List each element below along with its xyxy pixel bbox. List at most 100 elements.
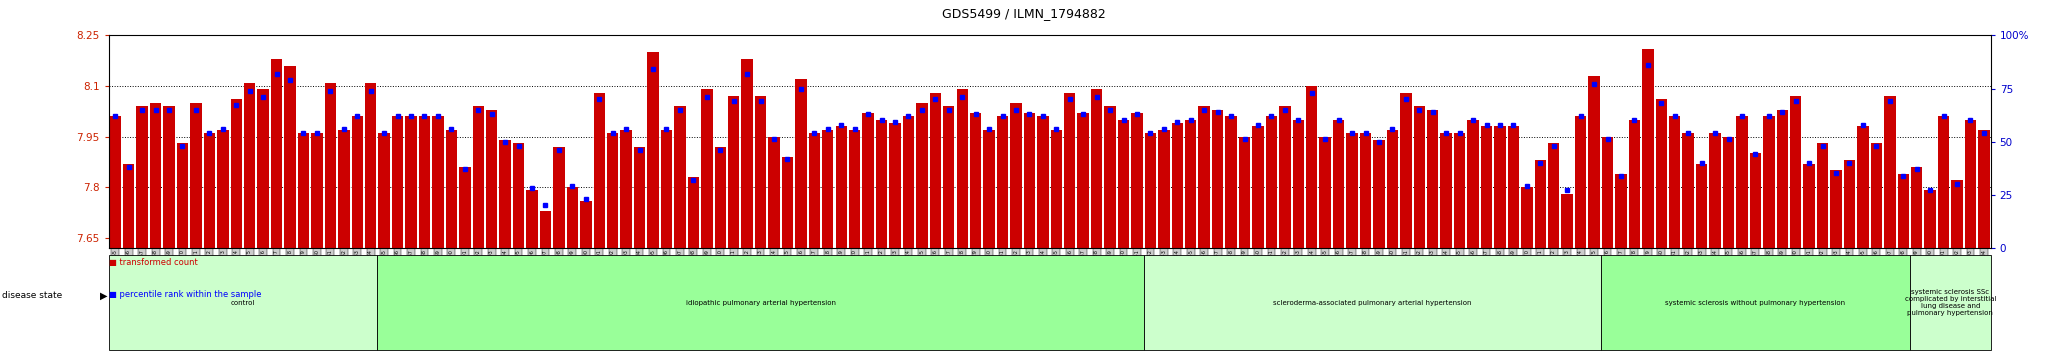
Bar <box>1346 133 1358 248</box>
Bar <box>1898 173 1909 248</box>
Text: control: control <box>231 300 256 306</box>
Bar <box>971 113 981 248</box>
Text: idiopathic pulmonary arterial hypertension: idiopathic pulmonary arterial hypertensi… <box>686 300 836 306</box>
Bar <box>821 130 834 248</box>
Bar <box>164 106 174 248</box>
Bar <box>1710 133 1720 248</box>
Bar <box>1952 181 1962 248</box>
Bar <box>1092 89 1102 248</box>
Bar <box>258 89 268 248</box>
Bar <box>1683 133 1694 248</box>
Bar <box>1858 126 1868 248</box>
Text: scleroderma-associated pulmonary arterial hypertension: scleroderma-associated pulmonary arteria… <box>1274 300 1473 306</box>
Bar <box>647 52 659 248</box>
Bar <box>391 116 403 248</box>
Bar <box>176 143 188 248</box>
Bar <box>1522 187 1532 248</box>
Bar <box>1266 116 1278 248</box>
Bar <box>1964 120 1976 248</box>
Bar <box>606 133 618 248</box>
Bar <box>715 147 725 248</box>
Bar <box>418 116 430 248</box>
Bar <box>889 123 901 248</box>
Bar <box>1831 170 1841 248</box>
Bar <box>567 187 578 248</box>
Bar <box>1145 133 1157 248</box>
Bar <box>379 133 389 248</box>
Bar <box>270 59 283 248</box>
Bar <box>1790 96 1802 248</box>
Bar <box>741 59 754 248</box>
Bar <box>956 89 969 248</box>
Bar <box>352 116 362 248</box>
Bar <box>285 66 295 248</box>
Bar <box>311 133 324 248</box>
Bar <box>836 126 848 248</box>
Bar <box>109 116 121 248</box>
Bar <box>1925 190 1935 248</box>
Bar <box>1051 130 1063 248</box>
Bar <box>1374 140 1384 248</box>
Bar <box>231 99 242 248</box>
Bar <box>1534 160 1546 248</box>
Bar <box>795 79 807 248</box>
Bar <box>1171 123 1184 248</box>
Bar <box>137 106 147 248</box>
Text: disease state: disease state <box>2 291 61 300</box>
Bar <box>1602 255 1911 350</box>
Bar <box>1198 106 1210 248</box>
Bar <box>942 106 954 248</box>
Bar <box>406 116 416 248</box>
Bar <box>500 140 510 248</box>
Bar <box>1669 116 1681 248</box>
Bar <box>1077 113 1090 248</box>
Bar <box>594 93 604 248</box>
Bar <box>1575 116 1587 248</box>
Bar <box>1548 143 1559 248</box>
Bar <box>1466 120 1479 248</box>
Bar <box>1413 106 1425 248</box>
Bar <box>526 190 539 248</box>
Bar <box>633 147 645 248</box>
Bar <box>1319 137 1331 248</box>
Bar <box>1360 133 1372 248</box>
Bar <box>123 164 135 248</box>
Bar <box>1036 116 1049 248</box>
Text: systemic sclerosis SSc
complicated by interstitial
lung disease and
pulmonary hy: systemic sclerosis SSc complicated by in… <box>1905 289 1997 316</box>
Bar <box>1292 120 1305 248</box>
Bar <box>365 82 377 248</box>
Bar <box>1817 143 1829 248</box>
Bar <box>1454 133 1466 248</box>
Bar <box>1143 255 1602 350</box>
Bar <box>850 130 860 248</box>
Bar <box>1561 194 1573 248</box>
Bar <box>1481 126 1493 248</box>
Bar <box>203 133 215 248</box>
Bar <box>1737 116 1747 248</box>
Bar <box>1616 173 1626 248</box>
Bar <box>1978 130 1991 248</box>
Bar <box>1642 49 1653 248</box>
Bar <box>727 96 739 248</box>
Bar <box>190 103 201 248</box>
Bar <box>473 106 483 248</box>
Bar <box>1225 116 1237 248</box>
Text: systemic sclerosis without pulmonary hypertension: systemic sclerosis without pulmonary hyp… <box>1665 300 1845 306</box>
Bar <box>700 89 713 248</box>
Bar <box>150 103 162 248</box>
Bar <box>512 143 524 248</box>
Bar <box>1507 126 1520 248</box>
Bar <box>1159 130 1169 248</box>
Bar <box>1843 160 1855 248</box>
Bar <box>1251 126 1264 248</box>
Bar <box>1212 110 1223 248</box>
Text: GDS5499 / ILMN_1794882: GDS5499 / ILMN_1794882 <box>942 7 1106 20</box>
Bar <box>1239 137 1249 248</box>
Bar <box>446 130 457 248</box>
Bar <box>1911 255 1991 350</box>
Bar <box>1589 76 1599 248</box>
Bar <box>338 130 350 248</box>
Bar <box>674 106 686 248</box>
Bar <box>1065 93 1075 248</box>
Bar <box>244 82 256 248</box>
